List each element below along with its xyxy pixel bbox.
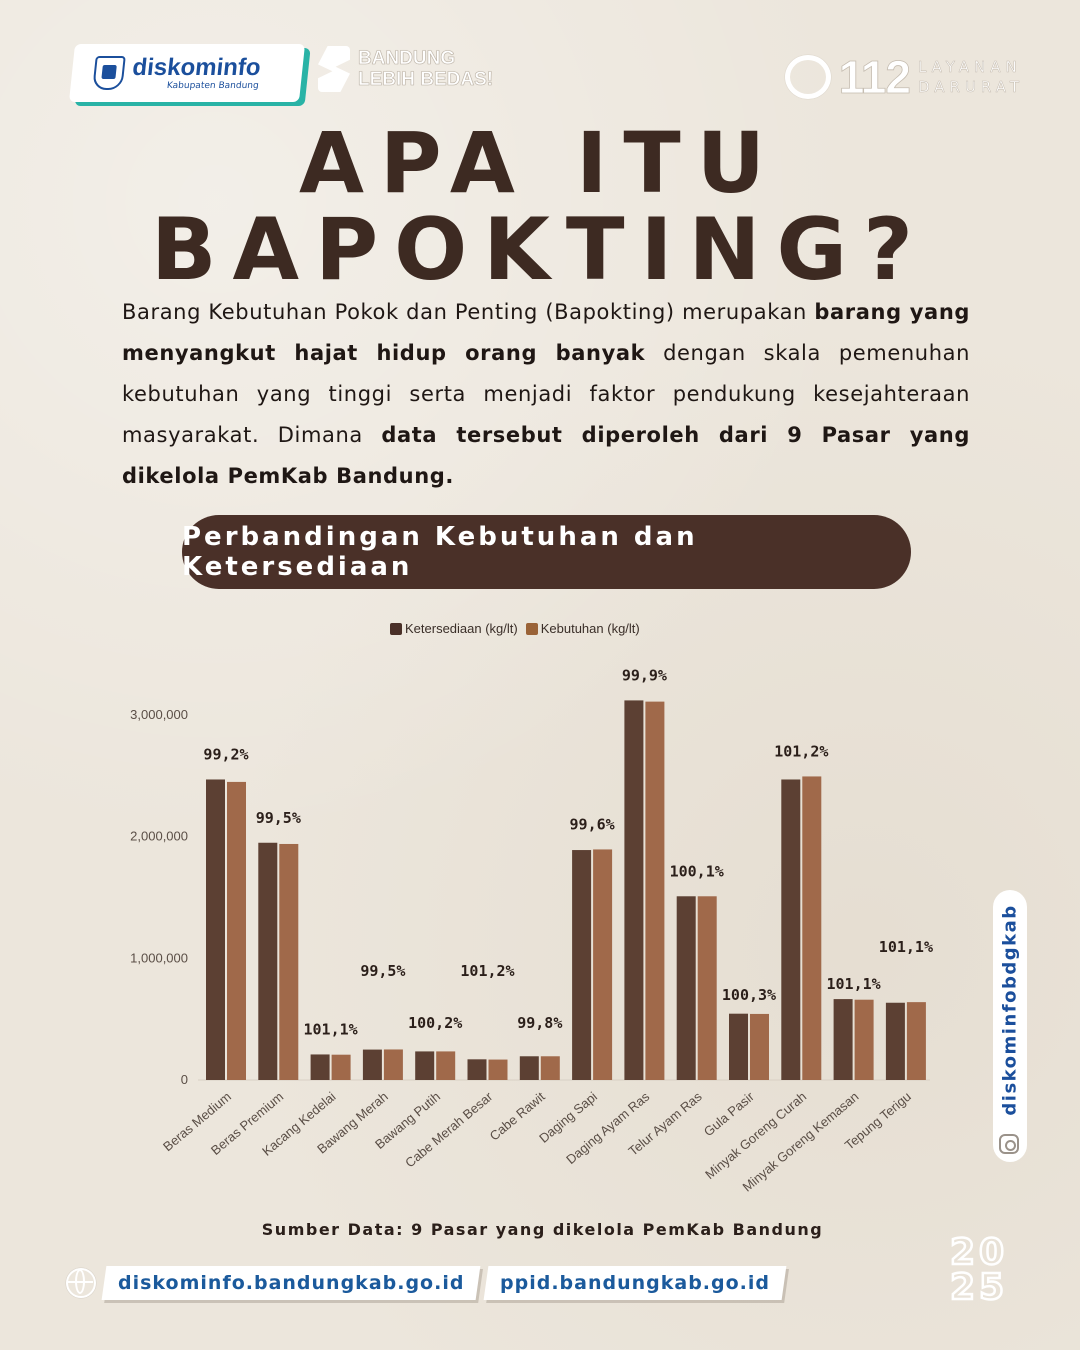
bar-ketersediaan (415, 1051, 435, 1080)
bar-kebutuhan (697, 896, 717, 1080)
bar-ketersediaan (572, 850, 592, 1080)
y-tick-label: 1,000,000 (130, 950, 188, 965)
ppid-url[interactable]: ppid.bandungkab.go.id (500, 1272, 771, 1294)
bar-kebutuhan (593, 849, 613, 1080)
instagram-handle[interactable]: diskominfobdgkab (999, 904, 1021, 1116)
legend-swatch-ketersediaan (390, 622, 402, 635)
logo-name: diskominfo (131, 53, 263, 81)
percent-label: 100,2% (408, 1014, 462, 1032)
legend-swatch-kebutuhan (525, 622, 538, 635)
bar-ketersediaan (781, 779, 801, 1080)
diskominfo-logo[interactable]: diskominfo Kabupaten Bandung (68, 44, 306, 102)
section-title-pill: Perbandingan Kebutuhan dan Ketersediaan (182, 515, 911, 589)
bar-ketersediaan (885, 1002, 905, 1080)
percent-label: 101,1% (827, 975, 881, 993)
bar-ketersediaan (676, 896, 696, 1080)
x-tick-label: Cabe Merah Besar (402, 1088, 496, 1170)
intro-paragraph: Barang Kebutuhan Pokok dan Penting (Bapo… (122, 292, 970, 497)
year-line1: 20 (950, 1232, 1008, 1273)
bar-kebutuhan (331, 1054, 351, 1080)
bar-kebutuhan (645, 701, 665, 1080)
percent-label: 99,5% (360, 962, 405, 980)
bar-ketersediaan (729, 1013, 748, 1080)
kabupaten-emblem-icon (92, 56, 126, 90)
emergency-number: 112 (838, 51, 911, 104)
bar-ketersediaan (258, 842, 278, 1080)
y-tick-label: 0 (181, 1072, 188, 1087)
percent-label: 100,1% (670, 862, 724, 880)
percent-label: 101,1% (304, 1020, 358, 1038)
bar-ketersediaan (362, 1049, 382, 1080)
instagram-icon[interactable] (999, 1134, 1019, 1154)
chart-legend: Ketersediaan (kg/lt) Kebutuhan (kg/lt) (390, 621, 640, 636)
intro-bold1: barang yang menyangkut hajat hidup orang… (122, 300, 970, 365)
intro-part2: dengan skala pemenuhan kebutuhan yang ti… (122, 341, 970, 447)
legend-label-ketersediaan: Ketersediaan (kg/lt) (405, 621, 518, 636)
percent-label: 101,2% (774, 742, 828, 760)
chat-bubble-icon (784, 55, 831, 99)
website-url[interactable]: diskominfo.bandungkab.go.id (118, 1272, 465, 1294)
source-note: Sumber Data: 9 Pasar yang dikelola PemKa… (261, 1220, 824, 1239)
legend-item-kebutuhan: Kebutuhan (kg/lt) (525, 621, 640, 636)
bar-ketersediaan (519, 1056, 539, 1080)
instagram-badge[interactable] (993, 890, 1027, 1162)
globe-icon (66, 1268, 96, 1298)
emergency-word2: DARURAT (917, 78, 1024, 97)
section-title: Perbandingan Kebutuhan dan Ketersediaan (182, 522, 698, 582)
bedas-line2: LEBIH BEDAS! (358, 69, 494, 91)
percent-label: 101,1% (879, 938, 933, 956)
bar-ketersediaan (467, 1059, 487, 1080)
x-tick-label: Minyak Goreng Curah (702, 1089, 809, 1182)
intro-part1: Barang Kebutuhan Pokok dan Penting (Bapo… (122, 300, 815, 324)
percent-label: 99,2% (203, 745, 248, 763)
bar-kebutuhan (279, 843, 299, 1080)
legend-item-ketersediaan: Ketersediaan (kg/lt) (390, 621, 518, 636)
page-title-line1: APA ITU (299, 114, 781, 212)
bedas-mark-icon (318, 46, 350, 92)
website-link[interactable]: diskominfo.bandungkab.go.id (101, 1266, 481, 1300)
bar-ketersediaan (310, 1054, 330, 1080)
percent-label: 101,2% (460, 962, 514, 980)
emergency-112-badge: 112 LAYANAN DARURAT (784, 50, 1024, 104)
intro-bold2: data tersebut diperoleh dari 9 Pasar yan… (122, 423, 970, 488)
bar-kebutuhan (488, 1059, 508, 1080)
bar-ketersediaan (833, 999, 853, 1080)
bar-kebutuhan (436, 1051, 456, 1080)
bar-kebutuhan (854, 999, 874, 1080)
bar-kebutuhan (540, 1056, 560, 1080)
legend-label-kebutuhan: Kebutuhan (kg/lt) (540, 621, 640, 636)
bar-kebutuhan (750, 1013, 769, 1080)
year-2025-mark: 20 25 (949, 1232, 1008, 1302)
bar-kebutuhan (906, 1002, 926, 1080)
bedas-line1: BANDUNG (358, 48, 456, 70)
page-title-line2: BAPOKTING? (151, 200, 929, 300)
ppid-link[interactable]: ppid.bandungkab.go.id (484, 1266, 787, 1300)
percent-label: 99,5% (256, 809, 301, 827)
emergency-word1: LAYANAN (917, 58, 1022, 77)
year-line2: 25 (950, 1267, 1008, 1302)
y-tick-label: 3,000,000 (130, 707, 188, 722)
bar-kebutuhan (802, 776, 822, 1080)
bar-ketersediaan (624, 700, 644, 1080)
percent-label: 99,9% (622, 666, 667, 684)
percent-label: 99,8% (517, 1014, 562, 1032)
logo-subtitle: Kabupaten Bandung (166, 80, 260, 91)
percent-label: 100,3% (722, 986, 776, 1004)
footer-links: diskominfo.bandungkab.go.id ppid.bandung… (66, 1266, 787, 1300)
bar-kebutuhan (383, 1049, 403, 1080)
bar-kebutuhan (227, 781, 246, 1080)
y-tick-label: 2,000,000 (130, 829, 188, 844)
bandung-bedas-logo: BANDUNG LEBIH BEDAS! (318, 46, 493, 92)
bar-ketersediaan (206, 779, 225, 1080)
percent-label: 99,6% (570, 815, 615, 833)
